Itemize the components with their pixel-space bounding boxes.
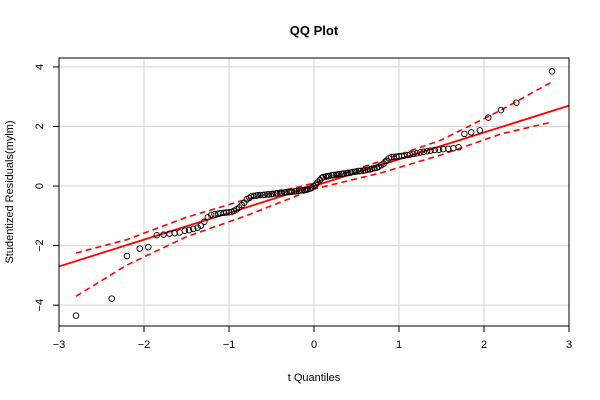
data-point — [497, 106, 505, 114]
data-point — [201, 218, 208, 226]
data-point — [353, 168, 360, 175]
data-point — [326, 172, 333, 180]
data-point — [108, 295, 115, 302]
y-tick-label: −2 — [34, 239, 46, 252]
data-point — [340, 170, 348, 177]
x-tick-label: 0 — [311, 339, 317, 351]
y-axis: −4 −2 0 2 4 — [34, 64, 59, 312]
data-point — [278, 189, 285, 196]
x-tick-label: 2 — [481, 339, 487, 351]
data-point — [298, 186, 306, 194]
data-point — [410, 150, 417, 158]
plot-frame — [58, 57, 570, 327]
x-tick-label: −3 — [53, 339, 66, 351]
data-point — [395, 153, 403, 160]
data-point — [417, 149, 424, 156]
data-point — [145, 243, 152, 251]
x-tick-label: −2 — [138, 339, 151, 351]
y-axis-label: Studentized Residuals(mylm) — [4, 120, 16, 263]
data-point — [72, 312, 80, 319]
data-point — [171, 229, 178, 237]
data-point — [185, 226, 193, 234]
data-point — [548, 68, 556, 75]
y-tick-label: −4 — [34, 299, 46, 312]
data-point — [485, 114, 492, 121]
data-point — [166, 230, 173, 237]
data-point — [318, 174, 325, 182]
data-point — [207, 211, 215, 219]
data-point — [431, 146, 438, 154]
data-point — [461, 130, 468, 138]
data-point — [136, 245, 144, 252]
y-tick-label: 0 — [34, 183, 46, 189]
data-point — [344, 169, 352, 177]
data-point — [455, 144, 462, 151]
data-point — [211, 211, 218, 218]
data-point — [274, 189, 281, 197]
reference-line — [58, 104, 570, 268]
data-point — [406, 151, 414, 158]
envelope-upper-line — [75, 81, 553, 254]
data-point — [513, 99, 520, 106]
reference-line-group — [58, 104, 570, 268]
data-point — [435, 146, 443, 153]
data-point — [254, 192, 262, 199]
x-axis-label: t Quantiles — [288, 372, 341, 384]
data-point — [197, 222, 205, 229]
data-point — [310, 182, 318, 190]
data-point — [194, 224, 201, 231]
x-tick-label: −1 — [223, 339, 236, 351]
data-point — [404, 151, 411, 159]
data-point — [349, 168, 356, 176]
data-point — [439, 145, 447, 153]
data-point — [467, 129, 475, 136]
data-point — [320, 173, 327, 181]
data-point — [312, 181, 319, 188]
grid-lines — [59, 58, 569, 326]
data-point — [364, 166, 371, 173]
data-point — [220, 209, 228, 217]
x-tick-label: 3 — [566, 339, 572, 351]
data-point — [261, 191, 268, 198]
data-point — [250, 192, 257, 200]
x-axis: −3 −2 −1 0 1 2 3 — [53, 326, 572, 351]
data-point — [427, 147, 434, 154]
data-point — [423, 147, 431, 155]
data-points — [72, 68, 556, 319]
data-point — [181, 227, 189, 234]
data-point — [413, 150, 421, 157]
data-point — [190, 225, 197, 233]
data-point — [292, 187, 300, 195]
data-point — [257, 191, 264, 199]
data-point — [390, 153, 398, 161]
data-point — [476, 127, 484, 134]
data-point — [388, 153, 395, 161]
data-point — [400, 152, 408, 159]
x-tick-label: 1 — [396, 339, 402, 351]
chart-title: QQ Plot — [290, 23, 339, 38]
data-point — [123, 252, 131, 260]
y-tick-label: 4 — [34, 64, 46, 70]
data-point — [420, 148, 427, 156]
data-point — [153, 231, 161, 239]
data-point — [336, 170, 343, 178]
y-tick-label: 2 — [34, 123, 46, 129]
data-point — [269, 190, 277, 198]
data-point — [288, 188, 296, 195]
data-point — [265, 191, 273, 198]
data-point — [371, 164, 378, 172]
data-point — [357, 167, 365, 175]
data-point — [445, 145, 452, 153]
